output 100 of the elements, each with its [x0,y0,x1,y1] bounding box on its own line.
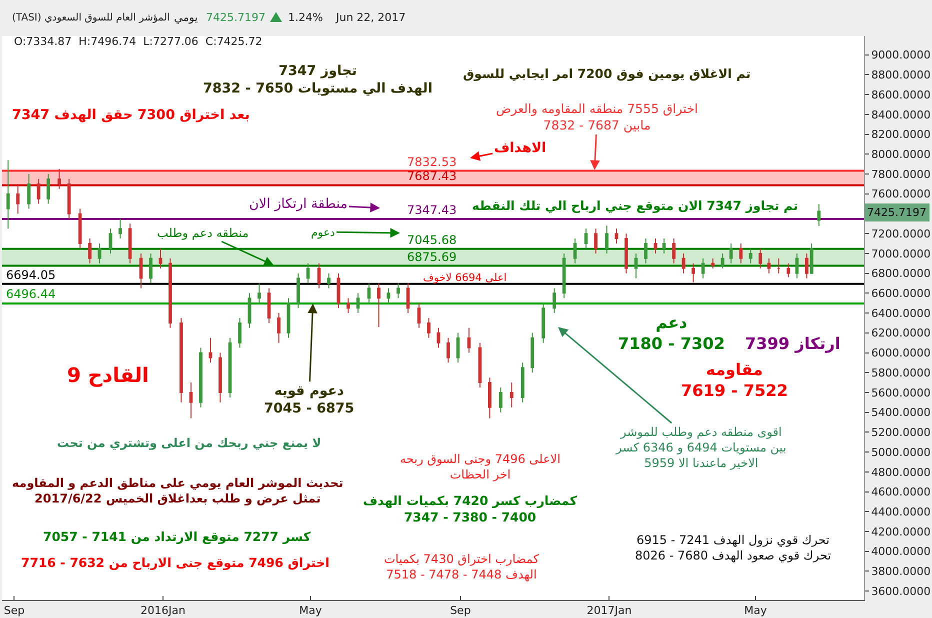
candlestick [748,248,752,264]
candlestick [817,204,821,226]
candlestick [139,252,143,289]
candlestick [692,262,695,283]
candlestick [46,174,50,204]
ref-line-label: 7045.68 [407,233,457,247]
candlestick [805,252,808,279]
y-tick-label: 3600.0000 [871,584,931,598]
y-tick-label: 5200.0000 [871,426,931,440]
candlestick [767,258,771,274]
candlestick [758,248,762,269]
y-tick-label: 6200.0000 [871,326,931,340]
candlestick [701,258,705,279]
candlestick [67,178,71,220]
text: Jun 22, 2017 [335,11,406,24]
candlestick [98,243,102,264]
candlestick [644,238,648,264]
candlestick [58,168,61,190]
y-tick-label: 6000.0000 [871,346,931,360]
y-tick-label: 6800.0000 [871,267,931,280]
candlestick [36,178,40,204]
candlestick [118,218,122,240]
annotation: تحديث الموشر العام يومي على مناطق الدعم و المقاومه تمثل عرض و طلب بعداغلاق الخميس 2017/6/22 [12,476,344,506]
x-tick-label: 2016Jan [140,604,186,618]
candlestick [16,183,20,214]
candlestick [6,160,10,230]
candlestick [605,225,608,254]
candlestick [296,272,300,309]
candlestick [168,258,172,328]
candlestick [456,332,460,364]
candlestick [317,262,321,289]
candlestick [78,208,82,249]
text: 7425.7197 [206,11,266,24]
candlestick [417,302,421,328]
candlestick [346,298,350,314]
x-tick-label: 2017Jan [586,604,632,618]
candlestick [682,252,686,274]
y-tick-label: 5000.0000 [871,446,931,459]
candlestick [367,282,371,304]
y-tick-label: 7600.0000 [871,188,931,201]
candlestick [614,228,618,244]
y-tick-label: 8000.0000 [871,148,931,162]
y-tick-label: 8200.0000 [871,128,931,142]
annotation: الاهداف [494,140,546,156]
candlestick [739,243,743,264]
candlestick [258,282,261,304]
annotation: تم تجاوز 7347 الان متوقع جني ارباح الي تلك النقطه [472,198,798,214]
candlestick [427,318,430,338]
y-tick-label: 4400.0000 [871,505,931,518]
candlestick [218,352,222,403]
candlestick [436,327,440,348]
ref-line-label: 6496.44 [6,287,56,301]
ref-line-label: 6875.69 [407,250,457,264]
annotation: اعلى 6694 لاخوف [423,272,507,284]
candlestick [286,298,290,338]
candlestick [327,272,330,289]
annotation: O:7334.87 H:7496.74 L:7277.06 C:7425.72 [14,35,262,48]
candlestick [562,252,566,299]
candlestick [199,347,202,408]
candlestick [356,292,360,314]
candlestick [729,243,733,264]
candlestick [594,228,598,254]
candlestick [189,382,193,419]
y-tick-label: 5800.0000 [871,366,931,380]
candlestick [208,337,212,364]
y-tick-label: 5600.0000 [871,386,931,400]
ref-line-label: 7347.43 [407,203,457,217]
candlestick [406,282,410,314]
candlestick [306,262,310,284]
annotation: تحرك قوي نزول الهدف 7241 - 6915 تحرك قوي صعود الهدف 7680 - 8026 [635,533,832,563]
text: 1.24% [288,11,323,24]
annotation: لا يمنع جني ربحك من اعلى وتشتري من تحت [57,436,322,450]
candlestick [128,223,132,264]
candlestick [573,238,577,264]
candlestick [542,302,546,344]
y-tick-label: 7800.0000 [871,168,931,181]
annotation: اقوى منطقه دعم وطلب للموشر بين مستويات 6494 و 6346 كسر الاخير ماعندنا الا 5959 [615,425,786,470]
candlestick [488,377,492,419]
annotation: دعوم [311,226,336,239]
y-tick-label: 4200.0000 [871,525,931,538]
y-tick-label: 4800.0000 [871,466,931,479]
candlestick [238,318,242,348]
candlestick [377,282,380,328]
annotation: ارتكاز 7399 [745,334,840,353]
x-tick-label: May [744,604,768,618]
y-tick-label: 8800.0000 [871,68,931,82]
candlestick [624,233,628,274]
candlestick [158,248,162,269]
y-tick-label: 7200.0000 [871,227,931,240]
candlestick [711,258,715,269]
annotation: بعد اختراق 7300 حقق الهدف 7347 [12,107,250,123]
annotation: تجاوز 7347 الهدف الي مستويات 7650 - 7832 [203,63,432,97]
candlestick [654,238,658,254]
candlestick [228,337,232,398]
ref-line-label: 7832.53 [407,155,457,169]
candlestick [530,332,534,374]
y-tick-label: 6400.0000 [871,306,931,320]
y-tick-label: 4000.0000 [871,545,931,558]
candlestick [180,318,183,403]
candlestick [720,252,724,269]
